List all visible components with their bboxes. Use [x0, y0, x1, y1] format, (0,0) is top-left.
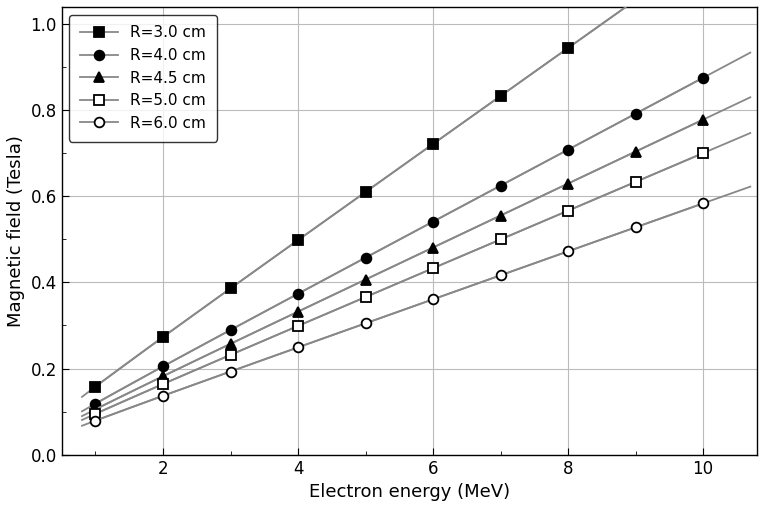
R=6.0 cm [361, 320, 370, 326]
R=5.0 cm [698, 150, 707, 156]
R=6.0 cm [564, 248, 573, 255]
R=4.5 cm [564, 180, 573, 186]
R=4.0 cm [226, 327, 235, 333]
R=6.0 cm [429, 296, 438, 302]
R=6.0 cm [293, 344, 303, 351]
R=6.0 cm [631, 225, 640, 231]
R=6.0 cm [698, 200, 707, 206]
R=5.0 cm [631, 179, 640, 185]
R=3.0 cm [158, 334, 167, 340]
R=4.5 cm [429, 244, 438, 250]
R=3.0 cm [564, 45, 573, 51]
R=6.0 cm [226, 368, 235, 374]
R=5.0 cm [429, 265, 438, 271]
Line: R=4.0 cm: R=4.0 cm [91, 73, 708, 408]
R=3.0 cm [91, 384, 100, 390]
R=5.0 cm [226, 352, 235, 358]
X-axis label: Electron energy (MeV): Electron energy (MeV) [309, 483, 510, 501]
Line: R=3.0 cm: R=3.0 cm [91, 0, 708, 392]
R=3.0 cm [631, 0, 640, 3]
R=4.5 cm [496, 212, 505, 218]
R=4.5 cm [293, 308, 303, 314]
R=4.0 cm [698, 75, 707, 81]
R=5.0 cm [158, 381, 167, 387]
R=5.0 cm [293, 323, 303, 329]
R=5.0 cm [91, 411, 100, 417]
R=4.0 cm [361, 255, 370, 261]
R=4.0 cm [429, 218, 438, 225]
R=3.0 cm [293, 237, 303, 243]
R=4.0 cm [564, 147, 573, 153]
R=5.0 cm [361, 294, 370, 300]
R=4.5 cm [361, 276, 370, 282]
R=4.5 cm [631, 148, 640, 154]
R=3.0 cm [226, 285, 235, 292]
Line: R=6.0 cm: R=6.0 cm [91, 199, 708, 426]
Line: R=5.0 cm: R=5.0 cm [91, 148, 708, 419]
R=4.5 cm [91, 406, 100, 412]
R=3.0 cm [361, 189, 370, 195]
R=4.0 cm [91, 400, 100, 406]
R=6.0 cm [158, 393, 167, 399]
R=4.0 cm [631, 111, 640, 117]
R=3.0 cm [496, 93, 505, 99]
Y-axis label: Magnetic field (Tesla): Magnetic field (Tesla) [7, 135, 25, 327]
R=4.5 cm [698, 117, 707, 123]
R=5.0 cm [496, 236, 505, 242]
R=6.0 cm [91, 418, 100, 424]
R=4.0 cm [158, 363, 167, 369]
R=4.5 cm [158, 373, 167, 379]
Line: R=4.5 cm: R=4.5 cm [91, 115, 708, 414]
R=3.0 cm [429, 141, 438, 147]
R=4.0 cm [293, 291, 303, 297]
R=5.0 cm [564, 208, 573, 214]
R=4.0 cm [496, 182, 505, 188]
R=4.5 cm [226, 341, 235, 347]
Legend: R=3.0 cm, R=4.0 cm, R=4.5 cm, R=5.0 cm, R=6.0 cm: R=3.0 cm, R=4.0 cm, R=4.5 cm, R=5.0 cm, … [70, 15, 217, 142]
R=6.0 cm [496, 272, 505, 278]
